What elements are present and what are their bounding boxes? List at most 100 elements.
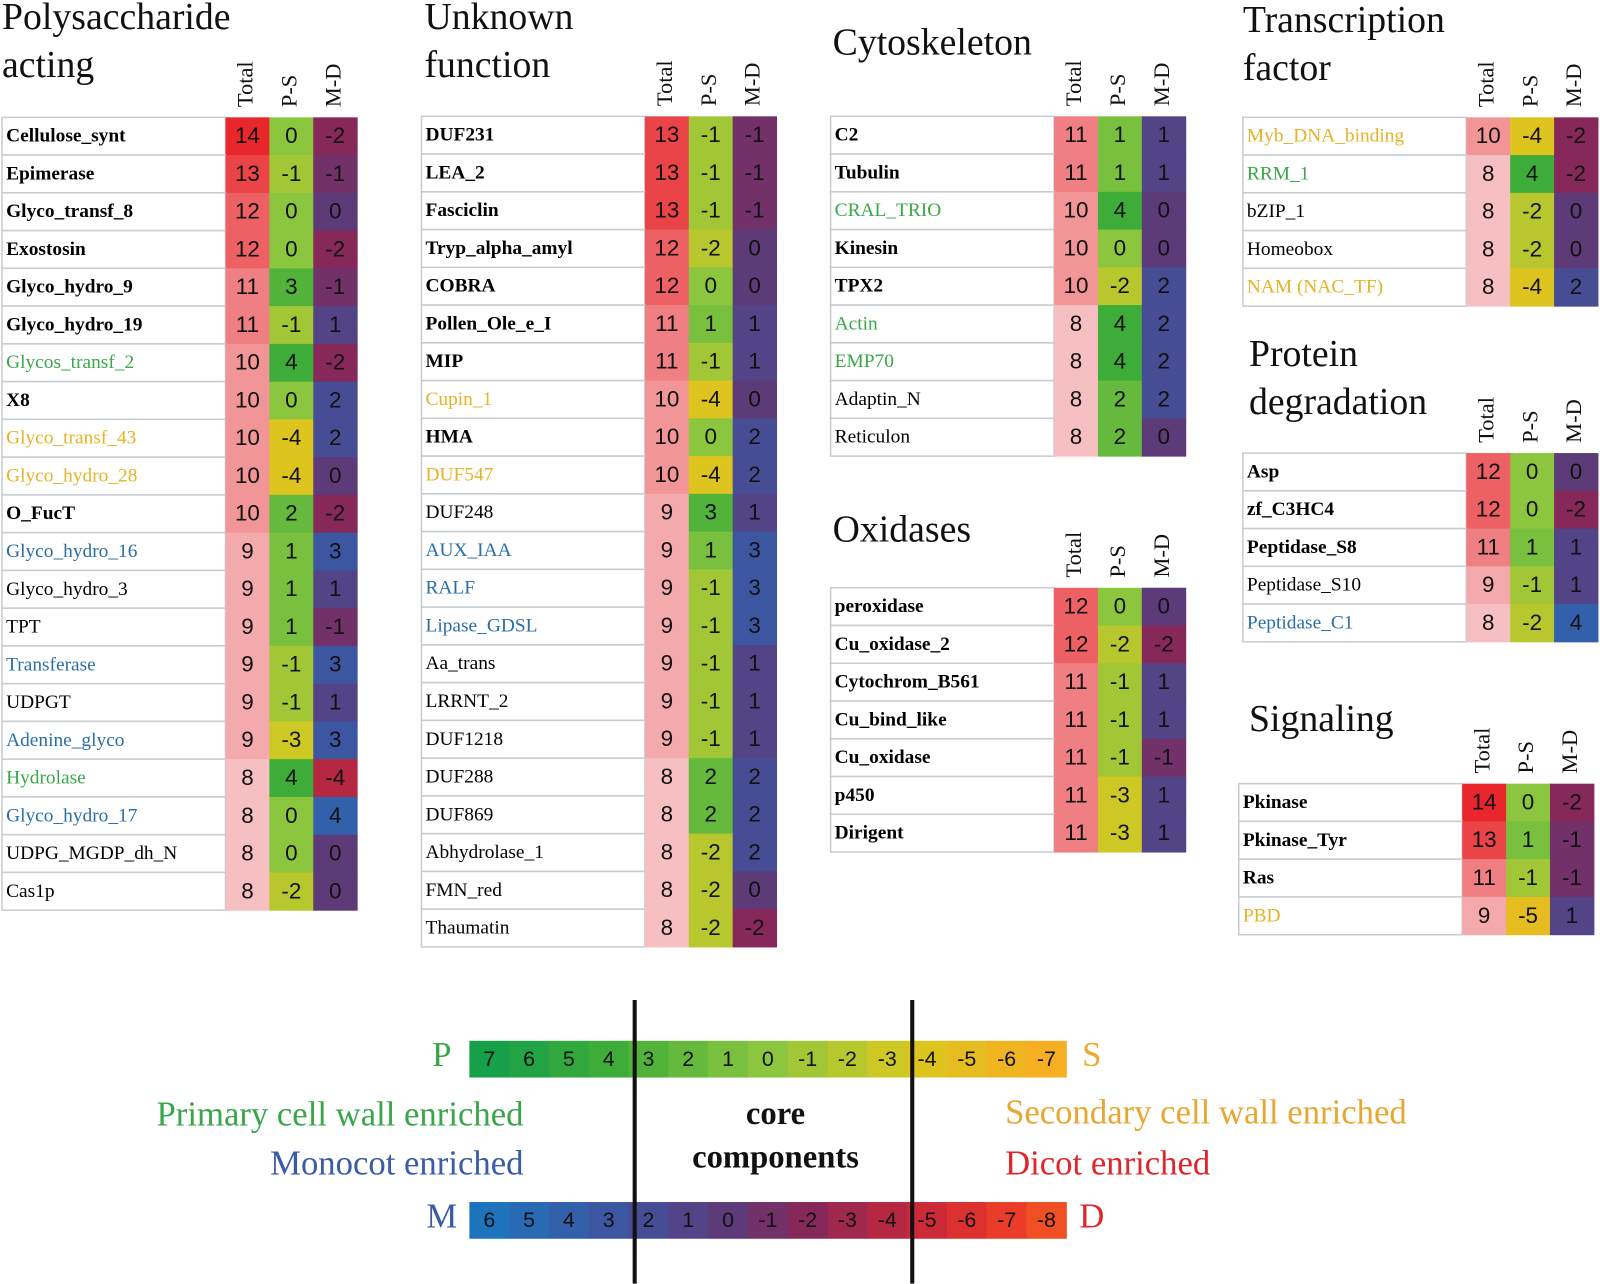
scale-value: -4 (918, 1047, 937, 1071)
cell-value: -1 (701, 575, 721, 600)
cell-value: 1 (329, 689, 341, 714)
name-cell (1, 607, 227, 647)
scale-value: 3 (643, 1047, 655, 1071)
cell-value: -2 (325, 350, 345, 375)
row-name: Myb_DNA_binding (1247, 126, 1404, 147)
heat-cell (1466, 490, 1511, 530)
row-name: Glycos_transf_2 (6, 352, 134, 373)
cell-value: 8 (241, 841, 253, 866)
heat-cell (1549, 821, 1595, 860)
cell-value: -2 (281, 878, 301, 903)
heat-cell (1097, 154, 1143, 193)
cell-value: -1 (281, 652, 301, 677)
scale-value: 2 (682, 1047, 694, 1071)
cell-value: 11 (655, 349, 678, 374)
column-header: Total (652, 60, 677, 106)
heat-cell (269, 192, 314, 232)
cell-value: 11 (1064, 820, 1087, 845)
row-name: LEA_2 (426, 162, 485, 183)
scale-value: -1 (758, 1208, 777, 1232)
scale-value: -2 (838, 1047, 857, 1071)
cell-value: 0 (1526, 459, 1538, 484)
scale-cell (1026, 1202, 1067, 1239)
heat-cell (269, 796, 314, 836)
heat-cell (1462, 783, 1507, 822)
cell-value: 9 (1482, 572, 1494, 597)
heat-cell (313, 796, 358, 836)
name-cell (1242, 267, 1468, 307)
scale-value: -4 (878, 1208, 897, 1232)
heat-cell (644, 342, 690, 382)
cell-value: 0 (748, 877, 760, 902)
cell-value: 1 (1570, 534, 1582, 559)
cell-value: 1 (329, 576, 341, 601)
heat-cell (269, 343, 314, 383)
name-cell (1242, 490, 1468, 530)
cell-value: 11 (655, 311, 678, 336)
scale-value: 6 (523, 1047, 535, 1071)
heat-cell (225, 721, 270, 760)
heat-cell (1506, 783, 1551, 822)
heat-cell (1549, 896, 1595, 936)
cell-value: 12 (235, 236, 260, 261)
cell-value: -2 (701, 839, 721, 864)
heat-cell (1141, 229, 1187, 268)
name-cell (1, 531, 227, 572)
heat-cell (1141, 380, 1187, 419)
heat-cell (732, 267, 778, 306)
heat-cell (644, 493, 690, 533)
row-name: UDPG_MGDP_dh_N (6, 843, 177, 864)
scale-value: 0 (762, 1047, 774, 1071)
cell-value: 1 (1158, 160, 1170, 185)
scale-cell (588, 1202, 630, 1239)
row-name: Pkinase (1243, 792, 1308, 813)
heat-cell (1510, 566, 1555, 605)
cell-value: 0 (1114, 235, 1126, 260)
scale-value: -6 (997, 1047, 1016, 1071)
row-name: Abhydrolase_1 (426, 842, 544, 863)
scale-value: 5 (563, 1047, 575, 1071)
row-name: C2 (835, 125, 859, 146)
cell-value: 9 (661, 688, 673, 713)
row-name: Glyco_transf_43 (6, 428, 136, 449)
cell-value: -1 (281, 689, 301, 714)
legend: 7 6 5 4 3 2 1 0 -1 -2 -3 -4 -5 -6 -7P S6 5 4 3 2 1 0 -1 -2 -3 -4-… (156, 999, 1407, 1284)
cell-value: 4 (1570, 610, 1582, 635)
scale-cell (548, 1202, 590, 1239)
heat-cell (225, 759, 270, 798)
cell-value: -1 (701, 726, 721, 751)
heat-cell (688, 267, 734, 306)
column-header: M-D (1561, 64, 1586, 108)
heat-cell (313, 494, 358, 534)
legend-text: Secondary cell wall enriched (1005, 1092, 1407, 1131)
row-name: HMA (426, 427, 473, 448)
row-name: Fasciclin (426, 200, 499, 221)
heat-cell (644, 720, 690, 759)
cell-value: 10 (654, 462, 679, 487)
heat-cell (644, 116, 690, 155)
cell-value: -1 (1518, 865, 1538, 890)
scale-cell (668, 1040, 709, 1078)
cell-value: 0 (1526, 497, 1538, 522)
cell-value: -2 (1522, 199, 1542, 224)
cell-value: 2 (1158, 349, 1170, 374)
cell-value: -2 (745, 915, 765, 940)
cell-value: -1 (745, 198, 765, 223)
heat-cell (225, 872, 270, 911)
heat-cell (225, 419, 270, 458)
cell-value: 1 (748, 349, 760, 374)
heat-cell (1141, 663, 1187, 702)
cell-value: 1 (1522, 827, 1534, 852)
row-name: Cellulose_synt (6, 126, 126, 147)
heat-cell (732, 305, 778, 344)
scale-cell (986, 1040, 1028, 1078)
row-name: LRRNT_2 (426, 691, 509, 712)
heat-cell (1097, 701, 1143, 740)
heat-cell (1054, 738, 1099, 778)
heat-cell (1141, 305, 1187, 344)
cell-value: 1 (1158, 122, 1170, 147)
heat-cell (1141, 587, 1187, 627)
heat-cell (1466, 192, 1511, 232)
heat-cell (1054, 342, 1099, 382)
